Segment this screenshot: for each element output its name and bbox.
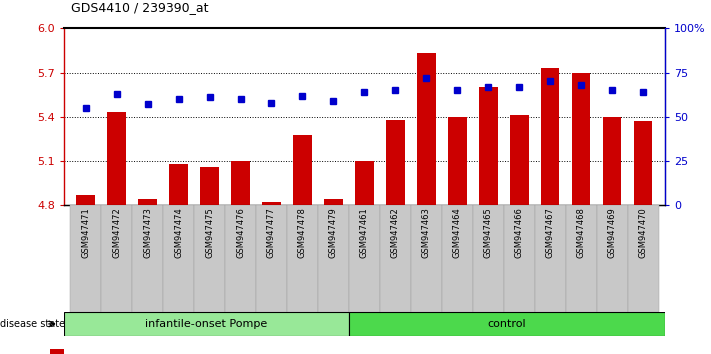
Bar	[132, 205, 163, 312]
Bar	[479, 87, 498, 205]
Text: control: control	[488, 319, 526, 329]
Bar	[287, 205, 318, 312]
Bar	[231, 161, 250, 205]
Text: GSM947471: GSM947471	[81, 207, 90, 258]
Bar	[417, 53, 436, 205]
Bar	[603, 117, 621, 205]
Bar	[70, 205, 101, 312]
Bar	[107, 113, 126, 205]
Text: GSM947474: GSM947474	[174, 207, 183, 258]
Bar	[139, 199, 157, 205]
Text: GSM947479: GSM947479	[329, 207, 338, 258]
Bar	[535, 205, 566, 312]
Bar	[473, 205, 504, 312]
Bar	[318, 205, 349, 312]
Bar	[541, 68, 560, 205]
Text: GSM947465: GSM947465	[483, 207, 493, 258]
Bar	[380, 205, 411, 312]
Text: GSM947469: GSM947469	[608, 207, 616, 258]
Bar	[634, 121, 653, 205]
Text: GSM947476: GSM947476	[236, 207, 245, 258]
Text: GSM947461: GSM947461	[360, 207, 369, 258]
Bar	[386, 120, 405, 205]
Bar	[50, 349, 64, 354]
Text: disease state: disease state	[0, 319, 65, 329]
Bar	[597, 205, 628, 312]
Text: GSM947467: GSM947467	[546, 207, 555, 258]
Bar	[349, 312, 665, 336]
Bar	[504, 205, 535, 312]
Text: GSM947468: GSM947468	[577, 207, 586, 258]
Bar	[448, 117, 466, 205]
Bar	[442, 205, 473, 312]
Bar	[324, 199, 343, 205]
Bar	[64, 312, 349, 336]
Bar	[355, 161, 374, 205]
Bar	[256, 205, 287, 312]
Bar	[510, 115, 528, 205]
Bar	[169, 164, 188, 205]
Bar	[349, 205, 380, 312]
Bar	[163, 205, 194, 312]
Text: infantile-onset Pompe: infantile-onset Pompe	[145, 319, 267, 329]
Text: GSM947475: GSM947475	[205, 207, 214, 258]
Bar	[572, 73, 590, 205]
Text: GSM947472: GSM947472	[112, 207, 121, 258]
Bar	[411, 205, 442, 312]
Text: GSM947477: GSM947477	[267, 207, 276, 258]
Text: GSM947470: GSM947470	[638, 207, 648, 258]
Bar	[201, 167, 219, 205]
Text: GSM947466: GSM947466	[515, 207, 524, 258]
Bar	[101, 205, 132, 312]
Bar	[194, 205, 225, 312]
Text: GSM947463: GSM947463	[422, 207, 431, 258]
Bar	[262, 202, 281, 205]
Text: GSM947464: GSM947464	[453, 207, 461, 258]
Bar	[628, 205, 658, 312]
Bar	[225, 205, 256, 312]
Text: GSM947473: GSM947473	[143, 207, 152, 258]
Text: GSM947478: GSM947478	[298, 207, 307, 258]
Text: GSM947462: GSM947462	[391, 207, 400, 258]
Bar	[76, 195, 95, 205]
Bar	[293, 135, 311, 205]
Text: GDS4410 / 239390_at: GDS4410 / 239390_at	[71, 1, 208, 14]
Bar	[566, 205, 597, 312]
